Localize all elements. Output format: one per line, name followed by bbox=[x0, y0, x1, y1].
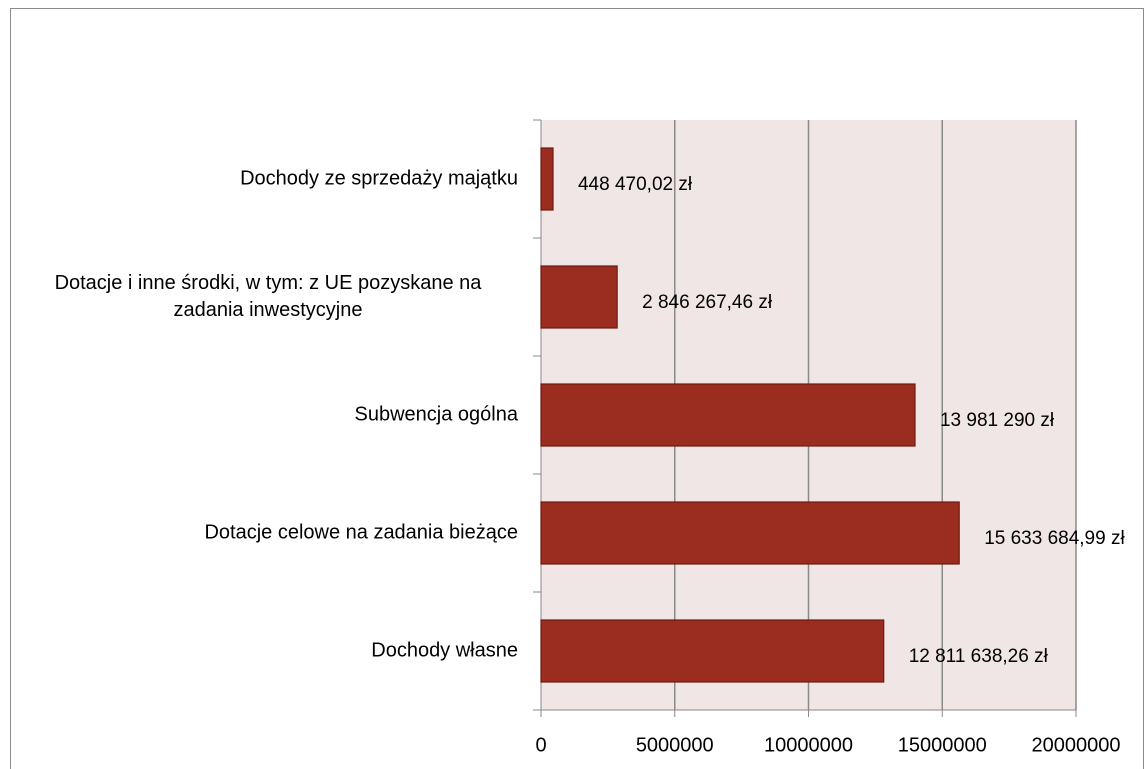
x-tick-label: 10000000 bbox=[764, 734, 853, 756]
bar bbox=[540, 619, 885, 683]
x-tick-label: 15000000 bbox=[898, 734, 987, 756]
x-tick-label: 20000000 bbox=[1032, 734, 1121, 756]
y-tick-label: Dochody ze sprzedaży majątku bbox=[240, 167, 518, 190]
data-label: 15 633 684,99 zł bbox=[984, 528, 1125, 549]
y-tick-label: Dotacje celowe na zadania bieżące bbox=[204, 521, 518, 544]
bar bbox=[540, 265, 618, 329]
bar bbox=[540, 147, 554, 211]
x-tick-label: 5000000 bbox=[636, 734, 714, 756]
chart-frame bbox=[10, 8, 1144, 769]
data-label: 2 846 267,46 zł bbox=[642, 292, 773, 313]
y-tick-label: Dochody własne bbox=[371, 639, 518, 662]
x-tick-label: 0 bbox=[535, 734, 546, 756]
bar bbox=[540, 501, 960, 565]
data-label: 13 981 290 zł bbox=[940, 410, 1055, 431]
bar bbox=[540, 383, 916, 447]
y-tick-label: Dotacje i inne środki, w tym: z UE pozys… bbox=[54, 272, 482, 321]
data-label: 448 470,02 zł bbox=[578, 174, 693, 195]
y-tick-label: Subwencja ogólna bbox=[354, 403, 518, 426]
data-label: 12 811 638,26 zł bbox=[909, 646, 1049, 667]
